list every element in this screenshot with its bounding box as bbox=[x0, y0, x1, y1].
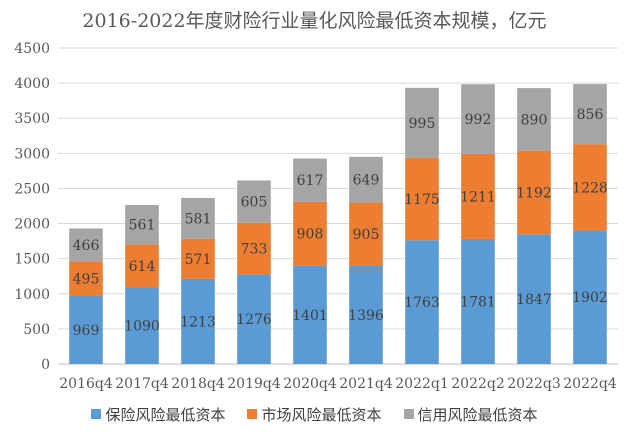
x-tick-label: 2021q4 bbox=[339, 376, 393, 392]
legend-item: 市场风险最低资本 bbox=[247, 404, 382, 425]
x-tick-label: 2022q4 bbox=[563, 376, 617, 392]
bar-segment bbox=[125, 204, 159, 245]
data-label: 1847 bbox=[516, 292, 552, 308]
data-label: 1396 bbox=[348, 308, 384, 324]
data-label: 969 bbox=[73, 323, 100, 339]
bar-segment bbox=[293, 201, 327, 266]
bar-segment bbox=[573, 144, 607, 231]
bar-segment bbox=[573, 84, 607, 145]
plot-area: 0 500 1000 1500 2000 2500 3000 3500 4000 4500 969 4… bbox=[14, 41, 618, 392]
data-label: 1213 bbox=[180, 314, 216, 330]
y-tick-label: 4000 bbox=[14, 76, 50, 92]
data-label: 571 bbox=[185, 252, 212, 268]
data-label: 992 bbox=[465, 112, 492, 128]
bar-segment bbox=[293, 158, 327, 202]
bar-segment bbox=[125, 244, 159, 288]
x-tick-label: 2019q4 bbox=[227, 376, 281, 392]
data-label: 1763 bbox=[404, 295, 440, 311]
y-tick-label: 500 bbox=[23, 322, 50, 338]
bar-segment bbox=[181, 278, 215, 364]
data-label: 649 bbox=[353, 173, 380, 189]
x-tick-label: 2018q4 bbox=[171, 376, 225, 392]
y-tick-label: 3000 bbox=[14, 146, 50, 162]
data-label: 995 bbox=[409, 116, 436, 132]
data-label: 1781 bbox=[460, 294, 496, 310]
legend-swatch bbox=[247, 409, 258, 419]
y-tick-label: 2000 bbox=[14, 217, 50, 233]
bar-segment bbox=[69, 295, 103, 364]
legend-label: 信用风险最低资本 bbox=[417, 405, 538, 424]
bar-segment bbox=[461, 84, 495, 154]
data-label: 617 bbox=[297, 173, 324, 189]
data-label: 605 bbox=[241, 195, 268, 211]
data-label: 466 bbox=[73, 238, 100, 254]
bar-segment bbox=[237, 222, 271, 275]
bar-segment bbox=[237, 274, 271, 364]
data-label: 1228 bbox=[572, 180, 608, 196]
y-tick-label: 2500 bbox=[14, 181, 50, 197]
legend-label: 市场风险最低资本 bbox=[261, 405, 382, 424]
y-tick-label: 1500 bbox=[14, 252, 50, 268]
bar-segment bbox=[69, 228, 103, 262]
legend-item: 保险风险最低资本 bbox=[91, 404, 225, 425]
data-label: 1175 bbox=[404, 192, 440, 208]
data-label: 581 bbox=[185, 211, 212, 227]
bar-segment bbox=[405, 240, 439, 364]
data-label: 561 bbox=[129, 218, 156, 234]
data-label: 1276 bbox=[236, 312, 272, 328]
y-tick-label: 1000 bbox=[14, 287, 50, 303]
data-label: 908 bbox=[297, 227, 324, 243]
bar-segment bbox=[517, 234, 551, 364]
bar-segment bbox=[461, 238, 495, 364]
data-label: 1902 bbox=[572, 290, 608, 306]
x-tick-label: 2022q3 bbox=[507, 376, 561, 392]
bar-segment bbox=[517, 150, 551, 235]
y-tick-label: 4500 bbox=[14, 41, 50, 57]
bar-segment bbox=[461, 153, 495, 239]
x-tick-label: 2020q4 bbox=[283, 376, 337, 392]
y-tick-label: 3500 bbox=[14, 111, 50, 127]
bar-segment bbox=[573, 230, 607, 364]
data-label: 1211 bbox=[460, 189, 496, 205]
legend: 保险风险最低资本 市场风险最低资本 信用风险最低资本 bbox=[0, 402, 629, 426]
x-tick-label: 2016q4 bbox=[59, 376, 113, 392]
legend-swatch bbox=[403, 409, 414, 419]
bar-segment bbox=[517, 88, 551, 151]
y-tick-label: 0 bbox=[41, 357, 50, 373]
data-label: 495 bbox=[73, 272, 100, 288]
x-tick-label: 2022q1 bbox=[395, 376, 449, 392]
data-label: 1401 bbox=[292, 308, 328, 324]
data-label: 1090 bbox=[124, 319, 160, 335]
bar-segment bbox=[237, 180, 271, 223]
x-tick-label: 2022q2 bbox=[451, 376, 505, 392]
data-label: 856 bbox=[577, 107, 604, 123]
bar-segment bbox=[405, 87, 439, 158]
bar-segment bbox=[125, 287, 159, 364]
data-label: 614 bbox=[129, 259, 156, 275]
legend-swatch bbox=[91, 409, 102, 419]
bar-segment bbox=[405, 157, 439, 241]
bar-segment bbox=[349, 265, 383, 364]
bar-segment bbox=[69, 261, 103, 296]
data-label: 905 bbox=[353, 227, 380, 243]
chart-title: 2016-2022年度财险行业量化风险最低资本规模，亿元 bbox=[82, 10, 547, 32]
bar-segment bbox=[349, 156, 383, 203]
x-tick-label: 2017q4 bbox=[115, 376, 169, 392]
legend-item: 信用风险最低资本 bbox=[403, 404, 538, 425]
bar-segment bbox=[181, 197, 215, 239]
bar-segment bbox=[349, 202, 383, 266]
bar-segment bbox=[293, 265, 327, 364]
data-label: 1192 bbox=[516, 185, 552, 201]
data-label: 733 bbox=[241, 242, 268, 258]
data-label: 890 bbox=[521, 112, 548, 128]
bar-segment bbox=[181, 238, 215, 279]
legend-label: 保险风险最低资本 bbox=[105, 405, 226, 424]
